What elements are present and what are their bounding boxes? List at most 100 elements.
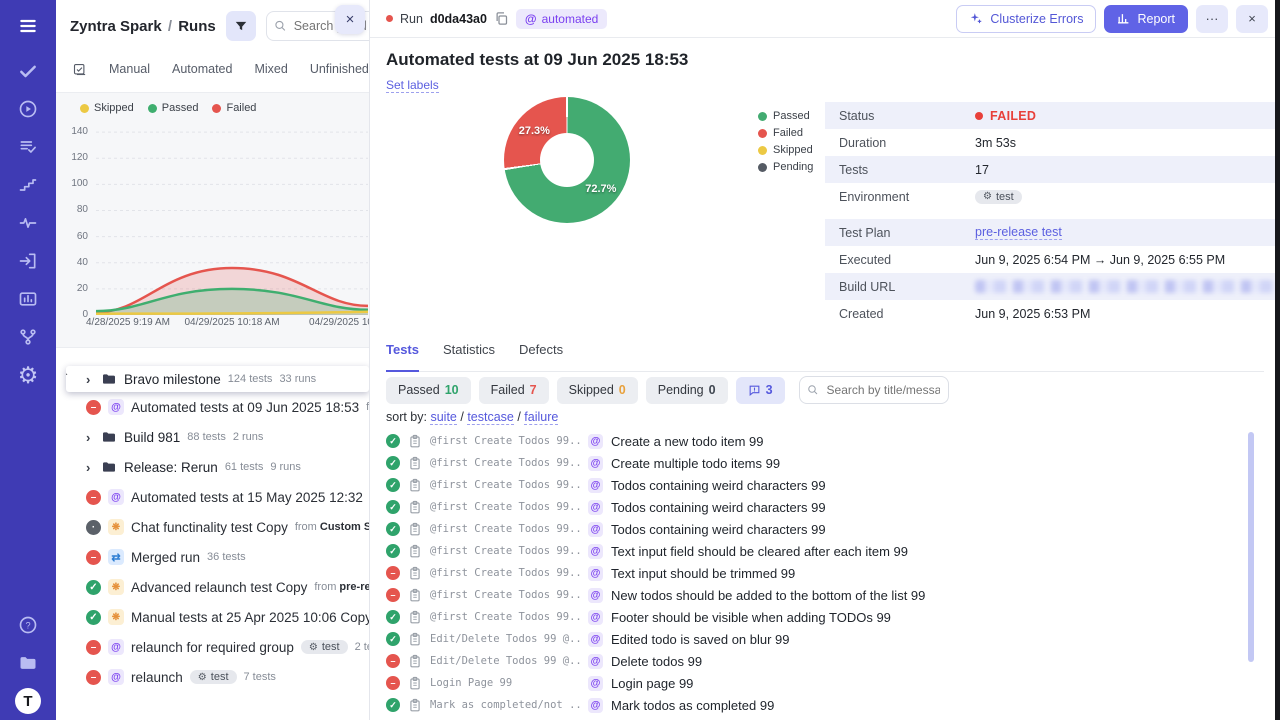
environment-chip[interactable]: ⚙test xyxy=(975,190,1022,204)
test-title[interactable]: Delete todos 99 xyxy=(611,654,702,669)
sort-by-testcase[interactable]: testcase xyxy=(467,410,514,425)
chevron-right-icon[interactable]: › xyxy=(86,372,94,387)
test-title[interactable]: Todos containing weird characters 99 xyxy=(611,522,826,537)
run-name: relaunch for required group xyxy=(131,640,294,655)
test-row[interactable]: –@first Create Todos 99...@Text input sh… xyxy=(386,562,1250,584)
test-title[interactable]: Todos containing weird characters 99 xyxy=(611,500,826,515)
close-run-button[interactable]: × xyxy=(1236,5,1268,33)
test-title[interactable]: Text input should be trimmed 99 xyxy=(611,566,795,581)
comment-icon xyxy=(748,384,761,397)
project-name[interactable]: Zyntra Spark xyxy=(70,18,162,35)
filter-chip-failed[interactable]: Failed 7 xyxy=(479,377,549,404)
run-meta: 88 tests xyxy=(187,431,226,443)
status-passed-icon: ✓ xyxy=(386,610,400,624)
test-title[interactable]: Create a new todo item 99 xyxy=(611,434,763,449)
report-button[interactable]: Report xyxy=(1104,5,1188,33)
automated-badge[interactable]: @ automated xyxy=(516,9,607,29)
sidebar-settings-gear-icon[interactable]: ⚙ xyxy=(0,356,56,394)
tab-statistics[interactable]: Statistics xyxy=(443,342,495,371)
test-title[interactable]: Create multiple todo items 99 xyxy=(611,456,780,471)
filter-button[interactable] xyxy=(226,11,256,41)
sidebar-test-list-icon[interactable] xyxy=(0,128,56,166)
runs-tab-manual[interactable]: Manual xyxy=(109,62,150,76)
test-row[interactable]: ✓@first Create Todos 99...@Create multip… xyxy=(386,452,1250,474)
sidebar-logo-icon[interactable]: T xyxy=(0,682,56,720)
tab-tests[interactable]: Tests xyxy=(386,342,419,372)
test-plan-link[interactable]: pre-release test xyxy=(975,225,1062,240)
chevron-right-icon[interactable]: › xyxy=(86,460,94,475)
runs-tab-mixed[interactable]: Mixed xyxy=(254,62,287,76)
run-row[interactable]: –@Automated tests at 15 May 2025 12:32fr… xyxy=(56,482,369,512)
sidebar-steps-icon[interactable] xyxy=(0,166,56,204)
runs-tab-automated[interactable]: Automated xyxy=(172,62,232,76)
sidebar-tasks-check-icon[interactable] xyxy=(0,52,56,90)
sidebar-branch-icon[interactable] xyxy=(0,318,56,356)
test-title[interactable]: Mark todos as completed 99 xyxy=(611,698,774,713)
run-folder-row[interactable]: ›Release: Rerun61 tests9 runs xyxy=(56,452,369,482)
tests-search-input[interactable] xyxy=(799,376,949,404)
donut-legend-passed[interactable]: Passed xyxy=(758,110,813,122)
runs-tab-unfinished[interactable]: Unfinished xyxy=(310,62,369,76)
automated-icon: @ xyxy=(108,669,124,685)
sidebar-projects-folder-icon[interactable] xyxy=(0,644,56,682)
sidebar-help-icon[interactable]: ? xyxy=(0,606,56,644)
status-failed-icon: – xyxy=(86,640,101,655)
test-title[interactable]: Edited todo is saved on blur 99 xyxy=(611,632,790,647)
run-row[interactable]: –@relaunch⚙test7 tests xyxy=(56,662,369,692)
runs-panel-close-button[interactable]: × xyxy=(335,5,365,34)
tab-defects[interactable]: Defects xyxy=(519,342,563,371)
run-row[interactable]: ✓❋Manual tests at 25 Apr 2025 10:06 Copy… xyxy=(56,602,369,632)
test-row[interactable]: ✓@first Create Todos 99...@Footer should… xyxy=(386,606,1250,628)
filter-chip-pending[interactable]: Pending 0 xyxy=(646,377,728,404)
status-failed-icon: – xyxy=(386,654,400,668)
filter-chip-skipped[interactable]: Skipped 0 xyxy=(557,377,638,404)
sidebar-analytics-icon[interactable] xyxy=(0,280,56,318)
run-row[interactable]: ·❋Chat functinality test Copyfrom Custom… xyxy=(56,512,369,542)
run-folder-row[interactable]: ›Bravo milestone124 tests33 runs xyxy=(66,366,369,392)
test-list-scrollbar[interactable] xyxy=(1248,432,1254,662)
folder-icon xyxy=(101,429,117,445)
test-title[interactable]: Todos containing weird characters 99 xyxy=(611,478,826,493)
sidebar-import-icon[interactable] xyxy=(0,242,56,280)
filter-chip-passed[interactable]: Passed 10 xyxy=(386,377,471,404)
automated-icon: @ xyxy=(588,522,603,537)
sidebar-run-play-icon[interactable] xyxy=(0,90,56,128)
test-title[interactable]: Text input field should be cleared after… xyxy=(611,544,908,559)
set-labels-link[interactable]: Set labels xyxy=(386,78,439,93)
test-row[interactable]: ✓@first Create Todos 99...@Todos contain… xyxy=(386,518,1250,540)
donut-legend-failed[interactable]: Failed xyxy=(758,127,813,139)
test-row[interactable]: ✓Mark as completed/not ...@Mark todos as… xyxy=(386,694,1250,716)
automated-icon: @ xyxy=(588,588,603,603)
more-actions-button[interactable]: ··· xyxy=(1196,5,1228,33)
test-row[interactable]: ✓@first Create Todos 99...@Todos contain… xyxy=(386,496,1250,518)
run-row[interactable]: –@relaunch for required group⚙test2 test… xyxy=(56,632,369,662)
test-row[interactable]: –Login Page 99@Login page 99 xyxy=(386,672,1250,694)
chevron-right-icon[interactable]: › xyxy=(86,430,94,445)
status-failed-icon: – xyxy=(86,670,101,685)
test-title[interactable]: Login page 99 xyxy=(611,676,693,691)
run-row[interactable]: –@Automated tests at 09 Jun 2025 18:53fr… xyxy=(56,392,369,422)
test-row[interactable]: –Edit/Delete Todos 99 @...@Delete todos … xyxy=(386,650,1250,672)
test-title[interactable]: New todos should be added to the bottom … xyxy=(611,588,925,603)
comments-filter-chip[interactable]: 3 xyxy=(736,377,785,404)
run-folder-row[interactable]: ›Build 98188 tests2 runs xyxy=(56,422,369,452)
run-row[interactable]: ✓❋Advanced relaunch test Copyfrom pre-re… xyxy=(56,572,369,602)
run-row[interactable]: –⇄Merged run36 tests xyxy=(56,542,369,572)
app-sidebar: ⚙? T xyxy=(0,0,56,720)
test-row[interactable]: ✓@first Create Todos 99...@Text input fi… xyxy=(386,540,1250,562)
sort-by-failure[interactable]: failure xyxy=(524,410,558,425)
sort-by-suite[interactable]: suite xyxy=(430,410,456,425)
sidebar-menu-icon[interactable] xyxy=(0,0,56,52)
test-row[interactable]: –@first Create Todos 99...@New todos sho… xyxy=(386,584,1250,606)
copy-icon[interactable] xyxy=(494,11,509,26)
test-row[interactable]: ✓Edit/Delete Todos 99 @...@Edited todo i… xyxy=(386,628,1250,650)
test-row[interactable]: ✓@first Create Todos 99...@Todos contain… xyxy=(386,474,1250,496)
clusterize-errors-button[interactable]: Clusterize Errors xyxy=(956,5,1096,33)
test-row[interactable]: ✓@first Create Todos 99...@Create a new … xyxy=(386,430,1250,452)
select-all-icon[interactable] xyxy=(72,62,87,77)
merged-icon: ⇄ xyxy=(108,549,124,565)
donut-legend-pending[interactable]: Pending xyxy=(758,161,813,173)
sidebar-pulse-icon[interactable] xyxy=(0,204,56,242)
test-title[interactable]: Footer should be visible when adding TOD… xyxy=(611,610,891,625)
donut-legend-skipped[interactable]: Skipped xyxy=(758,144,813,156)
